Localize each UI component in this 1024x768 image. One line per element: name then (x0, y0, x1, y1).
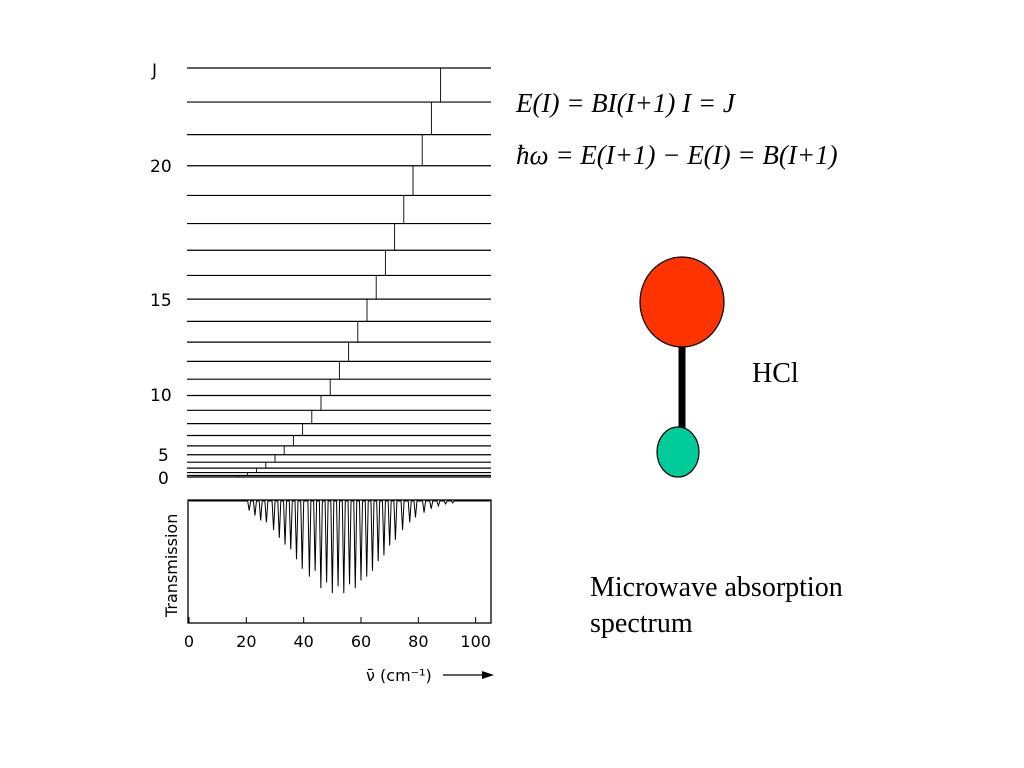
x-tick-label-100: 100 (460, 632, 491, 651)
energy-levels (187, 67, 491, 478)
spectrum-frame (187, 499, 492, 624)
x-tick-label-40: 40 (293, 632, 313, 651)
spectrum-trace (189, 500, 490, 594)
transition-lines (237, 67, 442, 477)
transition-equation: ħω = E(I+1) − E(I) = B(I+1) (516, 140, 838, 170)
y-tick-J: J (151, 61, 157, 81)
energy-equation: E(I) = BI(I+1) I = J (516, 88, 735, 118)
hydrogen-atom (656, 426, 700, 478)
molecule-label: HCl (752, 358, 799, 389)
y-tick-5: 5 (158, 446, 169, 466)
caption-line-1: Microwave absorption (590, 572, 843, 603)
caption-line-2: spectrum (590, 608, 693, 639)
y-tick-20: 20 (150, 157, 172, 177)
spectrum-caption: Microwave absorption spectrum (590, 570, 843, 642)
x-axis-label: ν̄ (cm⁻¹) (366, 666, 432, 685)
y-tick-10: 10 (150, 386, 172, 406)
x-axis-arrow-head (482, 671, 494, 679)
y-tick-15: 15 (150, 291, 172, 311)
x-tick-label-0: 0 (184, 632, 194, 651)
y-tick-0: 0 (158, 469, 169, 489)
y-axis-label: Transmission (162, 514, 181, 618)
x-tick-label-20: 20 (236, 632, 256, 651)
x-axis-ticks: 0 20 40 60 80 100 (184, 617, 491, 651)
x-tick-label-60: 60 (351, 632, 371, 651)
x-tick-label-80: 80 (408, 632, 428, 651)
chlorine-atom (639, 256, 725, 348)
